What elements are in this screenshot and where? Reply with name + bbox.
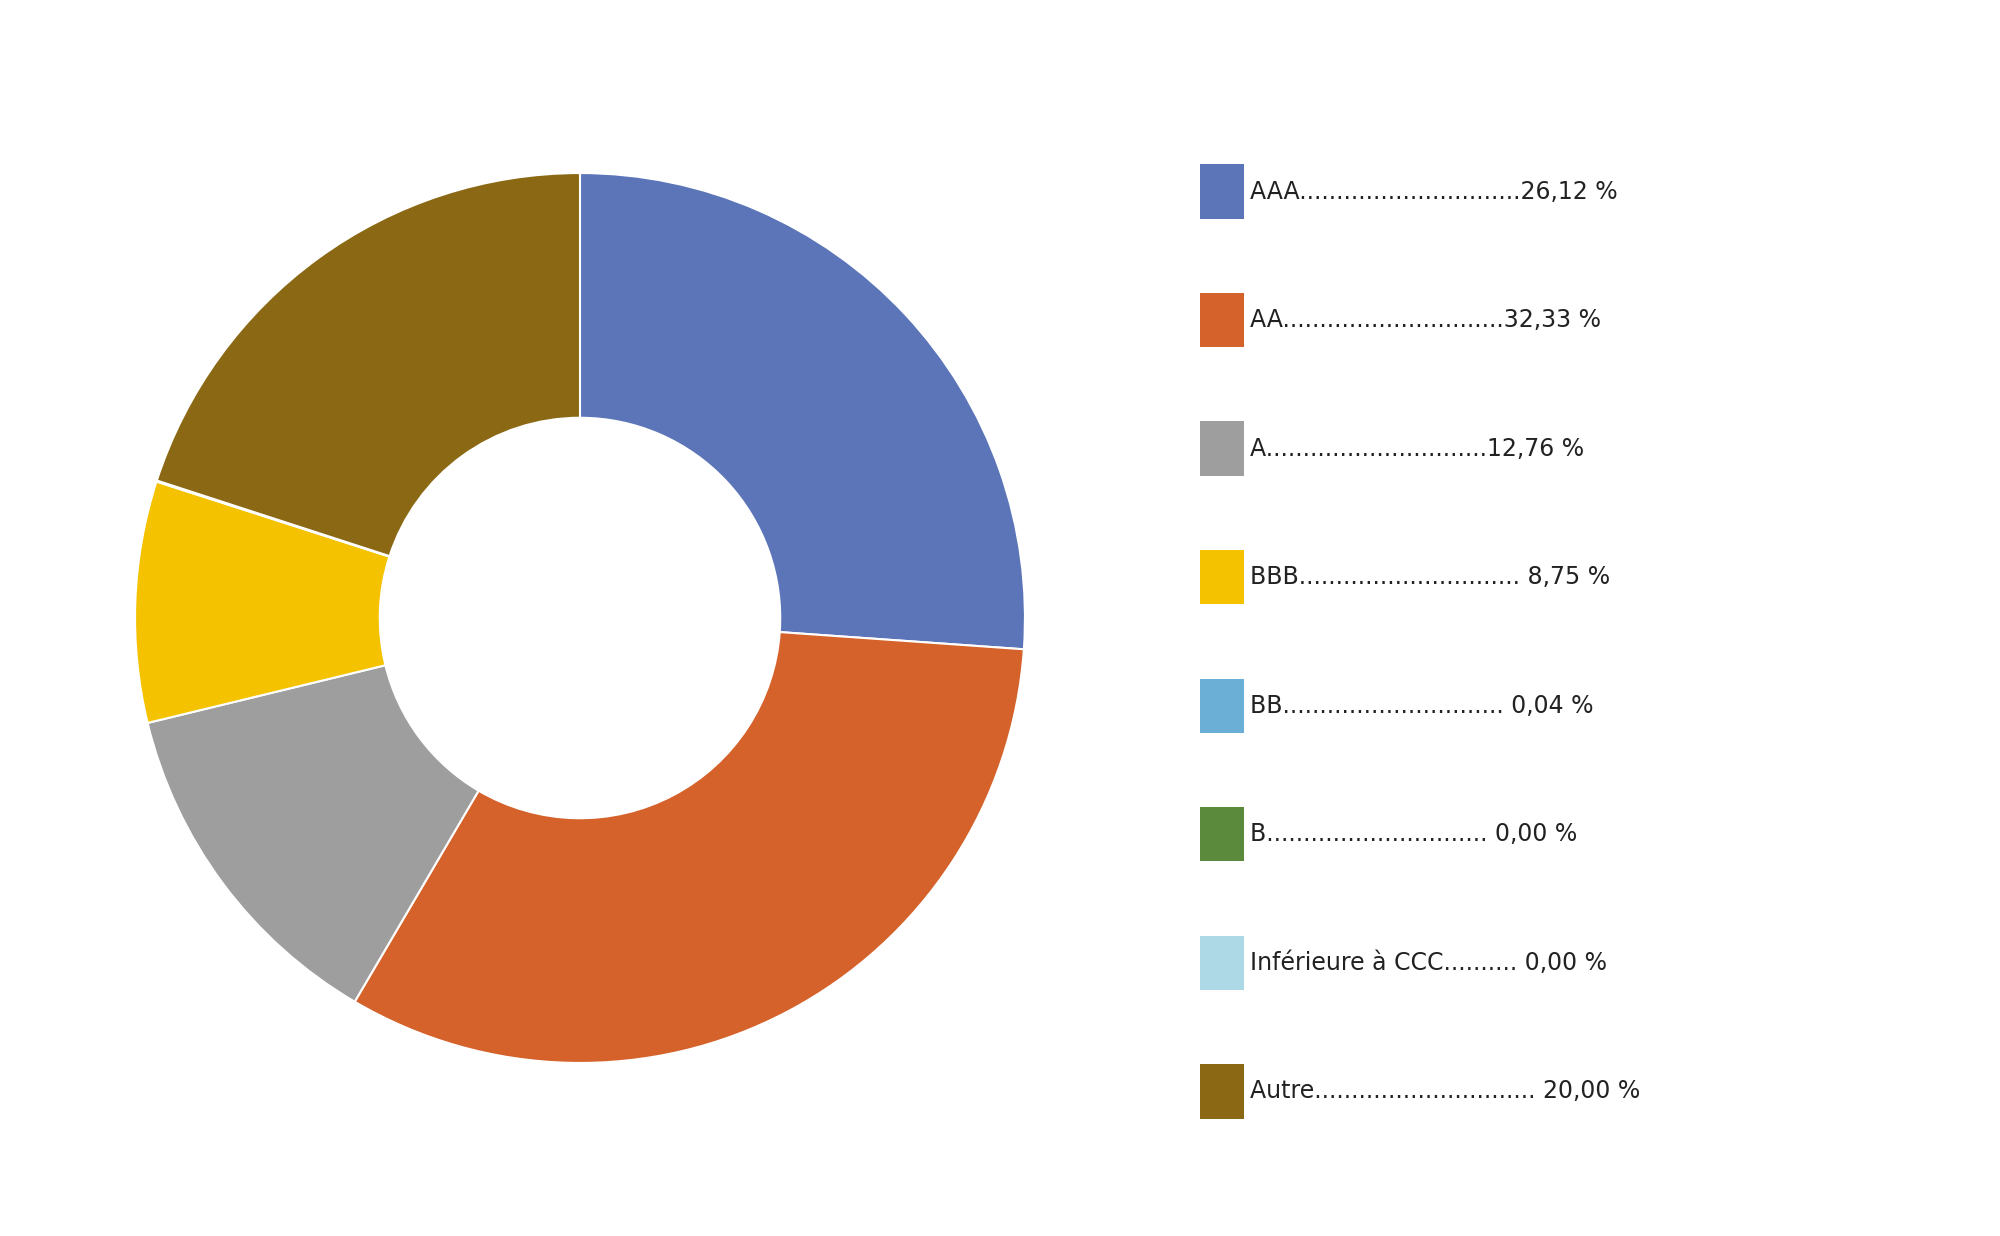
- Wedge shape: [156, 481, 390, 556]
- Wedge shape: [354, 632, 1024, 1063]
- Text: B.............................. 0,00 %: B.............................. 0,00 %: [1250, 822, 1578, 847]
- Text: BBB.............................. 8,75 %: BBB.............................. 8,75 %: [1250, 565, 1610, 590]
- Wedge shape: [580, 173, 1024, 649]
- Wedge shape: [156, 481, 390, 556]
- Wedge shape: [156, 173, 580, 556]
- Wedge shape: [148, 665, 478, 1001]
- Wedge shape: [156, 481, 390, 556]
- Text: Autre.............................. 20,00 %: Autre.............................. 20,0…: [1250, 1079, 1640, 1104]
- Wedge shape: [136, 482, 390, 723]
- Text: AAA..............................26,12 %: AAA..............................26,12 %: [1250, 179, 1618, 204]
- Text: A..............................12,76 %: A..............................12,76 %: [1250, 436, 1584, 461]
- Text: Inférieure à CCC.......... 0,00 %: Inférieure à CCC.......... 0,00 %: [1250, 950, 1608, 975]
- Text: BB.............................. 0,04 %: BB.............................. 0,04 %: [1250, 693, 1594, 718]
- Text: AA..............................32,33 %: AA..............................32,33 %: [1250, 308, 1600, 332]
